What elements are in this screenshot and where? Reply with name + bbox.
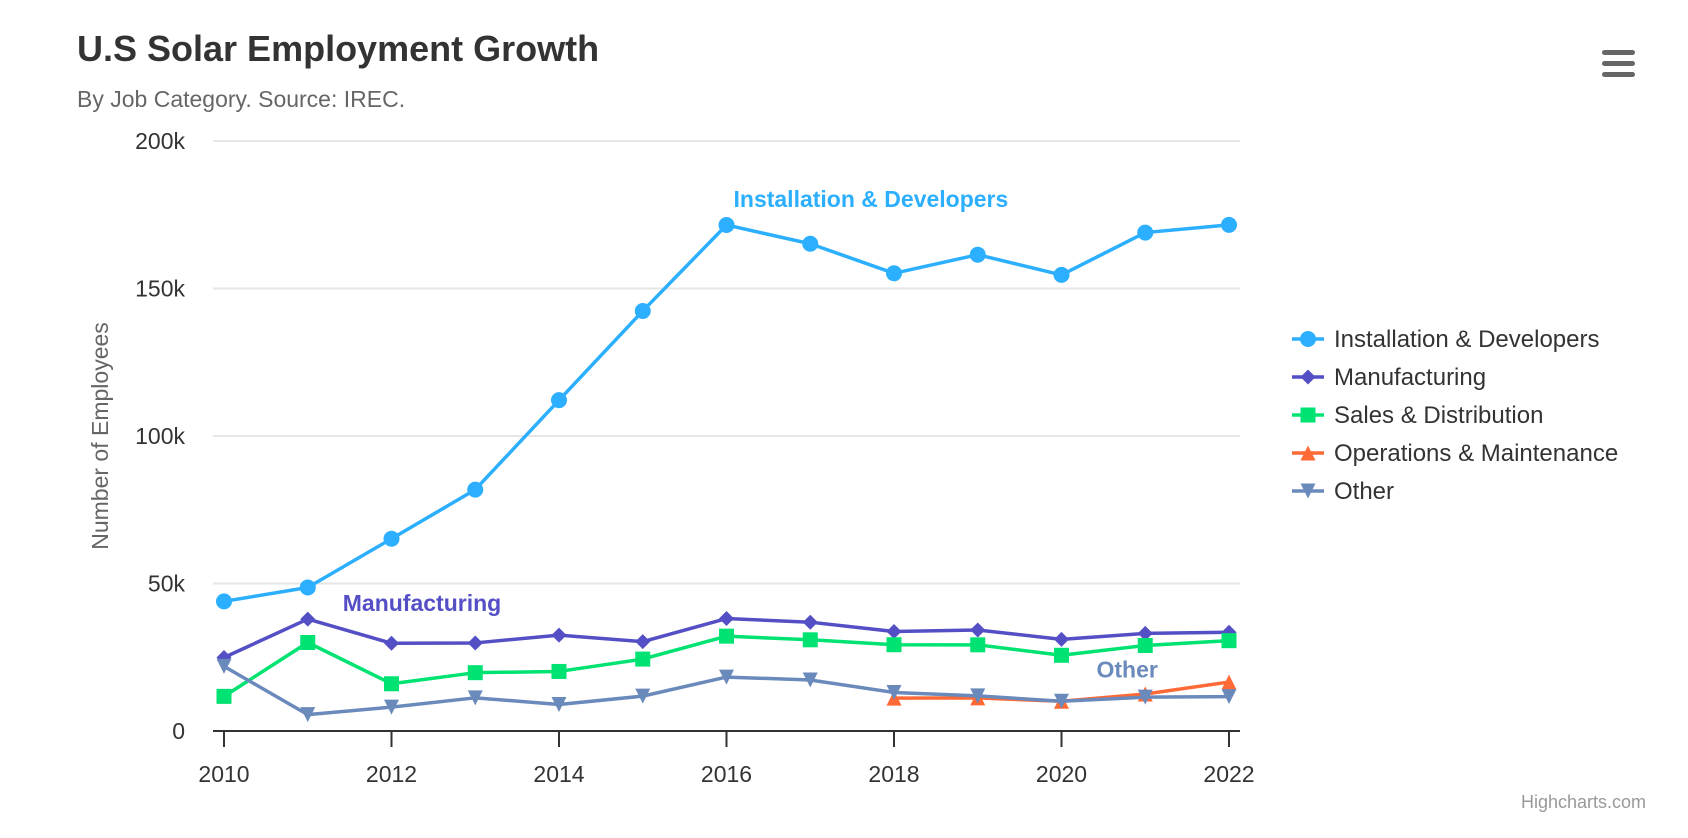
data-point[interactable] — [551, 392, 567, 409]
data-point[interactable] — [551, 696, 567, 712]
x-tick-label: 2022 — [1203, 761, 1254, 787]
data-point[interactable] — [384, 676, 399, 692]
x-tick-label: 2020 — [1036, 761, 1087, 787]
data-point[interactable] — [551, 627, 567, 643]
series-line-1 — [223, 223, 1230, 604]
data-point[interactable] — [1053, 266, 1070, 283]
x-tick-label: 2012 — [366, 761, 417, 787]
legend-symbol-marker[interactable] — [1300, 445, 1316, 461]
data-point[interactable] — [970, 688, 986, 704]
data-point[interactable] — [719, 628, 734, 644]
menu-bar — [1602, 72, 1635, 77]
legend-item-label[interactable]: Other — [1334, 478, 1394, 505]
data-point[interactable] — [719, 611, 734, 627]
data-point[interactable] — [635, 651, 651, 667]
data-point[interactable] — [216, 688, 232, 704]
menu-bar — [1602, 50, 1635, 55]
data-point[interactable] — [719, 669, 734, 685]
data-point[interactable] — [216, 658, 232, 674]
data-point[interactable] — [551, 663, 567, 679]
data-point[interactable] — [1221, 689, 1237, 705]
legend-item-label[interactable]: Operations & Maintenance — [1334, 440, 1618, 467]
data-point[interactable] — [1137, 638, 1153, 654]
y-tick-label: 0 — [172, 718, 185, 744]
data-point[interactable] — [384, 699, 399, 715]
series-annotation-label: Other — [1097, 656, 1158, 682]
chart-subtitle: By Job Category. Source: IREC. — [77, 86, 406, 112]
data-point[interactable] — [969, 246, 986, 263]
x-tick-label: 2014 — [533, 761, 584, 787]
y-tick-label: 100k — [135, 423, 185, 449]
credits-link[interactable]: Highcharts.com — [1520, 792, 1646, 812]
data-point[interactable] — [1054, 693, 1069, 709]
legend-item-label[interactable]: Manufacturing — [1334, 364, 1486, 391]
data-point[interactable] — [1054, 631, 1069, 647]
data-point[interactable] — [467, 665, 483, 681]
data-point[interactable] — [635, 688, 651, 704]
series-annotation-label: Installation & Developers — [734, 186, 1009, 212]
data-point[interactable] — [383, 530, 400, 547]
data-point[interactable] — [1221, 674, 1237, 690]
legend-symbol-marker[interactable] — [1300, 407, 1316, 423]
data-point[interactable] — [970, 637, 986, 653]
data-point[interactable] — [467, 481, 484, 498]
data-point[interactable] — [802, 235, 819, 252]
y-tick-label: 50k — [148, 571, 186, 597]
data-point[interactable] — [467, 635, 483, 651]
x-tick-label: 2018 — [868, 761, 919, 787]
data-point[interactable] — [886, 624, 902, 640]
menu-bar — [1602, 61, 1635, 66]
data-point[interactable] — [300, 611, 316, 627]
data-point[interactable] — [216, 593, 232, 610]
data-point[interactable] — [635, 634, 651, 650]
data-point[interactable] — [1221, 216, 1237, 233]
x-tick-label: 2010 — [198, 761, 249, 787]
hamburger-menu-icon[interactable] — [1598, 44, 1638, 84]
data-point[interactable] — [634, 302, 651, 319]
data-point[interactable] — [1137, 689, 1153, 705]
data-point[interactable] — [300, 635, 316, 650]
data-point[interactable] — [1221, 633, 1237, 649]
data-point[interactable] — [300, 707, 316, 723]
data-point[interactable] — [886, 684, 902, 700]
data-point[interactable] — [1137, 625, 1153, 641]
legend-symbol-marker[interactable] — [1300, 369, 1316, 385]
series-annotation-label: Manufacturing — [343, 590, 501, 616]
y-tick-label: 200k — [135, 128, 185, 154]
y-tick-label: 150k — [135, 276, 185, 302]
series-line-3 — [223, 634, 1230, 698]
data-point[interactable] — [802, 672, 818, 688]
data-point[interactable] — [886, 265, 902, 282]
data-point[interactable] — [1054, 647, 1069, 663]
chart-title: U.S Solar Employment Growth — [77, 28, 600, 69]
data-point[interactable] — [384, 635, 399, 651]
legend-item-label[interactable]: Sales & Distribution — [1334, 402, 1543, 429]
data-point[interactable] — [299, 579, 316, 596]
x-tick-label: 2016 — [701, 761, 752, 787]
data-point[interactable] — [886, 637, 902, 653]
legend-item-label[interactable]: Installation & Developers — [1334, 326, 1599, 353]
data-point[interactable] — [802, 614, 818, 630]
data-point[interactable] — [718, 216, 735, 233]
data-point[interactable] — [970, 622, 986, 638]
legend-symbol-marker[interactable] — [1300, 331, 1316, 347]
data-point[interactable] — [1137, 224, 1154, 241]
legend-symbol-marker[interactable] — [1300, 483, 1316, 499]
data-point[interactable] — [802, 632, 818, 648]
y-axis-title: Number of Employees — [87, 322, 113, 550]
data-point[interactable] — [467, 690, 483, 706]
